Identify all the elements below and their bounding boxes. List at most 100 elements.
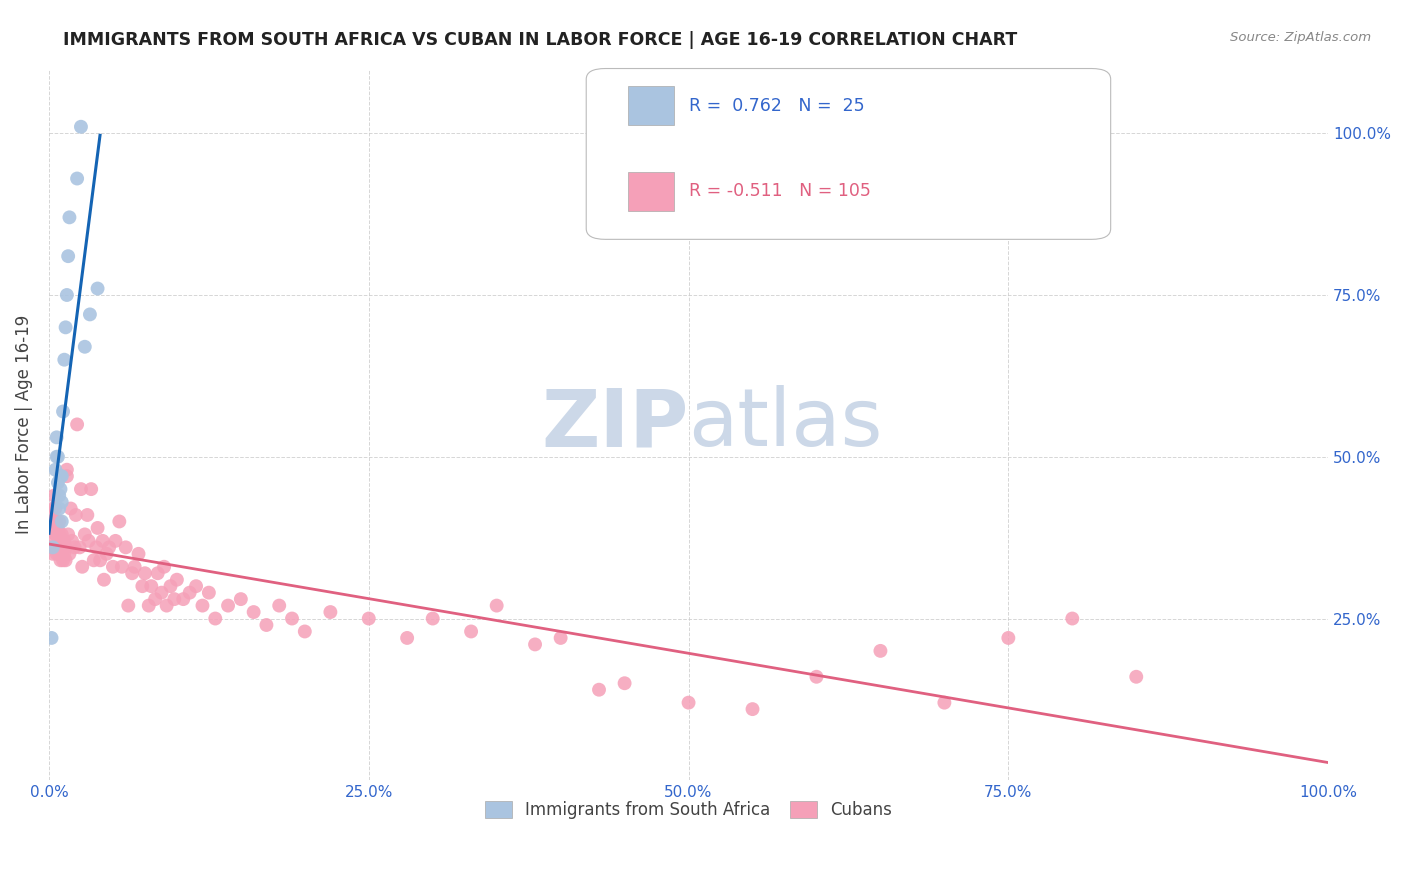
Point [89, 553, 111, 567]
Point [741, 702, 763, 716]
Point [39, 541, 62, 555]
Point [83, 553, 105, 567]
Point [111, 559, 134, 574]
Text: Source: ZipAtlas.com: Source: ZipAtlas.com [1230, 31, 1371, 45]
Point [46, 541, 69, 555]
Point [58, 211, 80, 225]
Point [56, 288, 79, 302]
Point [124, 559, 146, 574]
Point [52, 404, 75, 418]
Point [281, 611, 304, 625]
Point [806, 670, 828, 684]
Point [997, 631, 1019, 645]
Point [49, 469, 72, 483]
Point [42, 547, 65, 561]
Point [56, 463, 79, 477]
Point [45, 450, 67, 464]
Point [73, 340, 96, 354]
Point [96, 547, 118, 561]
Point [166, 573, 188, 587]
Point [141, 579, 163, 593]
Point [44, 463, 66, 477]
Point [48, 515, 70, 529]
Point [114, 541, 136, 555]
Point [56, 469, 79, 483]
Point [117, 599, 139, 613]
Point [56, 527, 79, 541]
Point [70, 120, 93, 134]
Point [84, 541, 107, 555]
Point [51, 495, 73, 509]
Point [53, 352, 76, 367]
Point [179, 585, 201, 599]
Point [128, 547, 150, 561]
Point [52, 553, 75, 567]
Point [49, 553, 72, 567]
Point [66, 417, 89, 432]
Point [146, 566, 169, 581]
Point [70, 482, 93, 496]
Point [45, 547, 67, 561]
Point [156, 599, 179, 613]
Point [172, 592, 194, 607]
Point [56, 249, 79, 263]
Point [44, 515, 66, 529]
Point [44, 527, 66, 541]
Point [41, 515, 63, 529]
Point [1125, 670, 1147, 684]
Point [269, 599, 291, 613]
Point [485, 599, 508, 613]
Point [460, 624, 482, 639]
Point [73, 527, 96, 541]
Point [138, 599, 160, 613]
Point [77, 533, 100, 548]
Point [198, 585, 221, 599]
Point [159, 579, 181, 593]
Point [101, 559, 124, 574]
Point [51, 469, 73, 483]
Point [91, 533, 114, 548]
Point [55, 541, 77, 555]
Point [204, 611, 226, 625]
Point [869, 644, 891, 658]
Point [134, 566, 156, 581]
Point [42, 541, 65, 555]
Point [52, 533, 75, 548]
Point [42, 541, 65, 555]
Point [45, 430, 67, 444]
Point [153, 559, 176, 574]
Point [42, 501, 65, 516]
Point [42, 521, 65, 535]
Point [41, 527, 63, 541]
Point [48, 489, 70, 503]
Point [48, 547, 70, 561]
Point [46, 450, 69, 464]
Point [41, 631, 63, 645]
Point [60, 533, 83, 548]
FancyBboxPatch shape [586, 69, 1111, 239]
Point [55, 553, 77, 567]
Point [93, 573, 115, 587]
Point [51, 515, 73, 529]
Point [63, 541, 86, 555]
Point [121, 566, 143, 581]
Point [76, 508, 98, 522]
Point [49, 482, 72, 496]
FancyBboxPatch shape [628, 87, 675, 126]
Point [217, 599, 239, 613]
Point [48, 527, 70, 541]
Point [66, 171, 89, 186]
Point [1062, 611, 1084, 625]
Point [131, 579, 153, 593]
Point [48, 501, 70, 516]
Text: R =  0.762   N =  25: R = 0.762 N = 25 [689, 97, 865, 115]
Point [934, 696, 956, 710]
Point [45, 515, 67, 529]
Point [319, 605, 342, 619]
Point [53, 533, 76, 548]
Point [65, 508, 87, 522]
Point [42, 489, 65, 503]
Point [524, 637, 547, 651]
Point [79, 307, 101, 321]
Point [80, 482, 103, 496]
